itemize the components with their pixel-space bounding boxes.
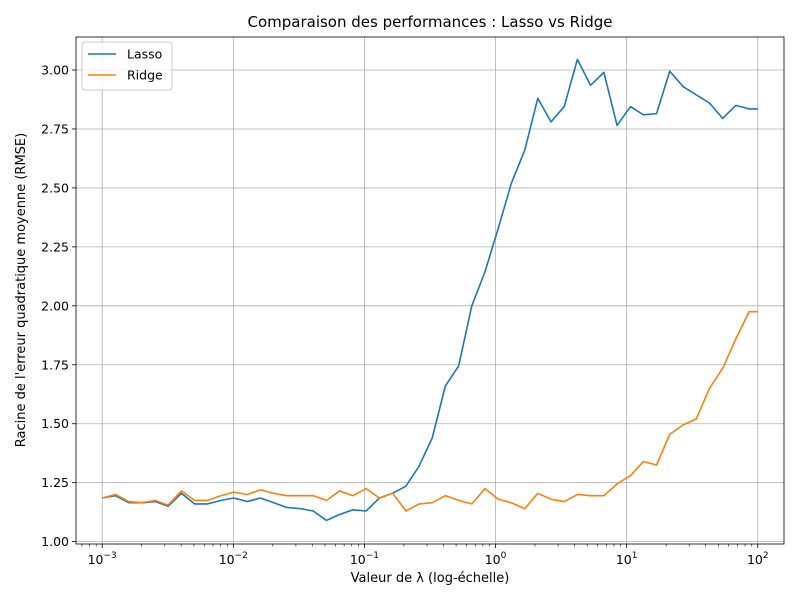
x-axis-ticks: 10−3 10−2 10−1 100 101 102 <box>81 544 769 567</box>
y-axis-label: Racine de l'erreur quadratique moyenne (… <box>14 133 29 447</box>
y-tick-label: 2.00 <box>41 298 69 313</box>
plot-frame <box>75 36 785 545</box>
series-line-ridge <box>102 310 758 512</box>
y-tick-label: 1.25 <box>41 475 69 490</box>
x-tick-label: 10−1 <box>350 551 379 567</box>
y-tick-label: 2.50 <box>41 180 69 195</box>
x-tick-label: 10−2 <box>219 551 248 567</box>
grid <box>76 37 784 544</box>
x-tick-label: 10−3 <box>88 551 117 567</box>
y-tick-label: 1.50 <box>41 416 69 431</box>
x-axis-label: Valeur de λ (log-échelle) <box>351 571 510 586</box>
legend: Lasso Ridge <box>81 41 173 91</box>
x-tick-label: 100 <box>485 551 507 567</box>
series-line-lasso <box>102 58 758 522</box>
y-axis-ticks: 1.00 1.25 1.50 1.75 2.00 2.25 2.50 2.75 3.00 <box>41 63 76 549</box>
y-tick-label: 2.75 <box>41 121 69 136</box>
legend-label-ridge: Ridge <box>127 68 163 83</box>
series-layer <box>102 58 758 522</box>
y-tick-label: 1.00 <box>41 534 69 549</box>
legend-label-lasso: Lasso <box>127 47 162 62</box>
y-tick-label: 2.25 <box>41 239 69 254</box>
y-tick-label: 3.00 <box>41 63 69 78</box>
x-tick-label: 101 <box>616 551 638 567</box>
x-tick-label: 102 <box>747 551 769 567</box>
y-tick-label: 1.75 <box>41 357 69 372</box>
chart-title: Comparaison des performances : Lasso vs … <box>247 13 612 31</box>
